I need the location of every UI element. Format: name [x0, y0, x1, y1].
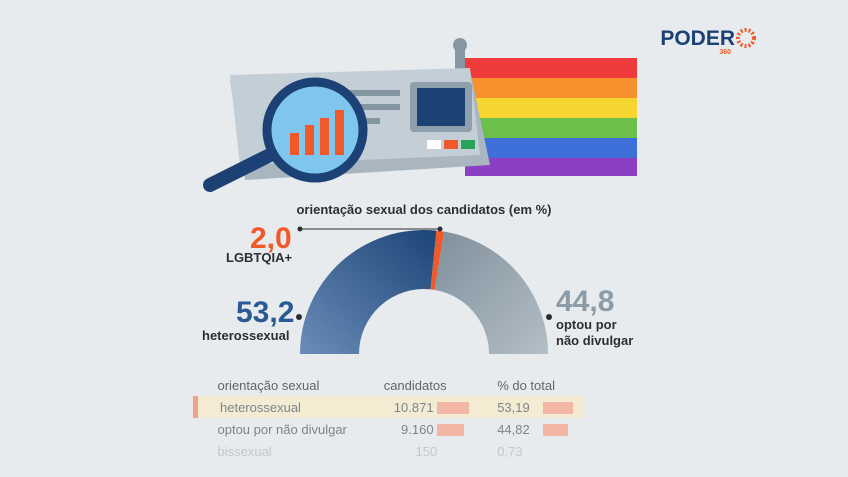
cell-text: 9.160	[401, 421, 434, 437]
leader-dot	[546, 314, 552, 320]
logo-mark	[736, 28, 756, 48]
donut-segment	[434, 231, 548, 354]
value-label: 2,0	[250, 222, 292, 255]
header-cell: candidatos	[383, 377, 447, 393]
illustration	[203, 38, 637, 192]
category-label: optou por não divulgar	[556, 317, 634, 348]
cell: 150	[415, 443, 438, 459]
cell: 53,19	[475, 396, 583, 418]
category-label: LGBTQIA+	[226, 250, 293, 265]
cell: heterossexual	[192, 396, 362, 418]
cell: 44,82	[475, 418, 583, 440]
logo-sub: 360	[719, 49, 731, 56]
donut	[300, 230, 548, 354]
cell: optou por não divulgar	[217, 421, 347, 437]
row: bissexual 150 0,73	[196, 440, 584, 462]
chart-title: orientação sexual dos candidatos (em %)	[296, 202, 551, 217]
cell-text: 44,82	[497, 421, 530, 437]
cell-text: 53,19	[497, 399, 530, 415]
donut-segment	[430, 230, 445, 290]
logo: PODER	[660, 27, 735, 50]
cell-bar	[437, 424, 465, 437]
leader-dot	[437, 226, 443, 232]
cell-bar	[543, 424, 569, 437]
value-label: 53,2	[236, 296, 295, 329]
cell: 0,73	[497, 443, 523, 459]
row: heterossexual 10.871 53,19	[192, 396, 583, 418]
leader-dot	[297, 226, 303, 232]
cell: bissexual	[217, 443, 272, 459]
cell: 9.160	[362, 418, 476, 440]
row: optou por não divulgar 9.160 44,82	[196, 418, 584, 440]
cell-text: 10.871	[393, 399, 434, 415]
cell-bar	[437, 402, 470, 415]
donut-segment	[300, 230, 437, 354]
cell-bar	[543, 402, 574, 415]
header-cell: % do total	[497, 377, 556, 393]
table: orientação sexual candidatos % do total he…	[192, 374, 584, 462]
leader-dot	[296, 314, 302, 320]
cell: 10.871	[361, 396, 476, 418]
category-label: heterossexual	[202, 328, 290, 343]
value-label: 44,8	[556, 285, 615, 318]
header-cell: orientação sexual	[217, 377, 320, 393]
